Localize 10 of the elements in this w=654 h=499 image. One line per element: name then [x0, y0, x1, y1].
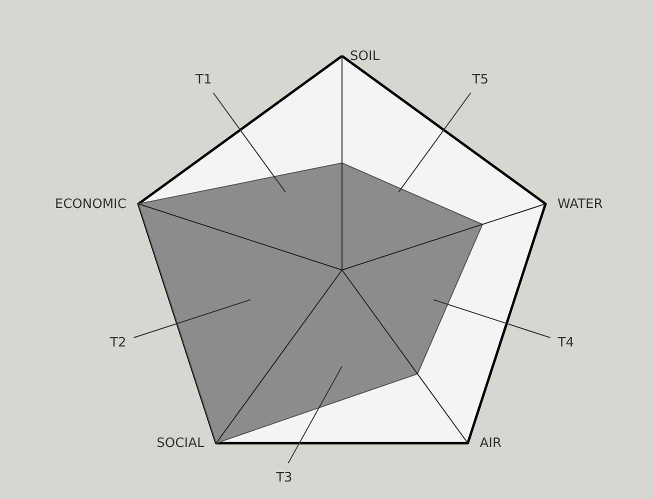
text: T3	[275, 470, 292, 486]
text: T4	[556, 336, 574, 351]
spoke-label: ECONOMIC	[54, 196, 126, 212]
spoke-label: WATER	[558, 196, 603, 212]
spoke-label: SOCIAL	[156, 436, 205, 452]
text: T5	[471, 72, 488, 88]
text: T2	[109, 336, 126, 351]
text: T1	[194, 72, 212, 88]
spoke-label: AIR	[480, 436, 502, 452]
spoke-label: SOIL	[350, 49, 380, 64]
